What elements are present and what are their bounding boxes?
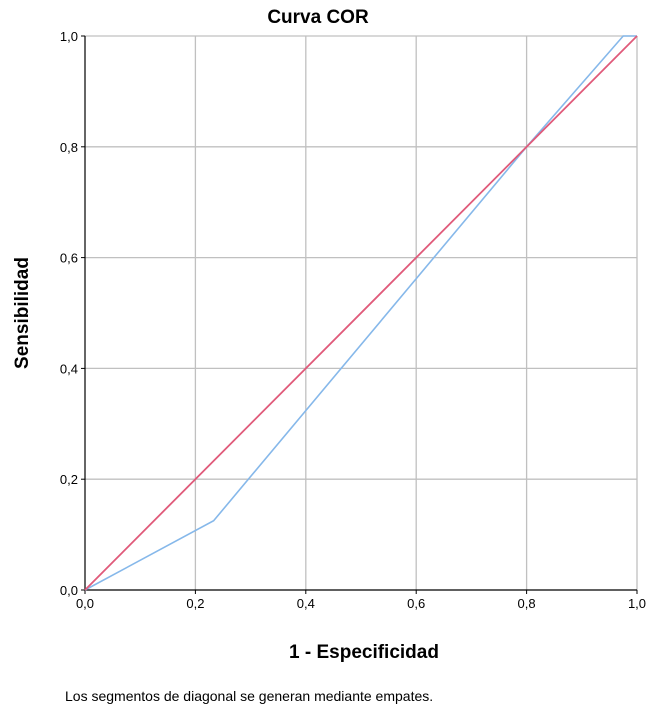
reference-diagonal-line xyxy=(84,35,638,591)
grid xyxy=(85,35,638,590)
x-axis-title: 1 - Especificidad xyxy=(289,642,439,663)
chart-title: Curva COR xyxy=(267,7,369,28)
tick-labels: 0,0 0,2 0,4 0,6 0,8 1,0 0,0 0,2 0,4 0,6 0,8 1,0 xyxy=(60,29,646,611)
x-tick-label: 0,0 xyxy=(76,596,94,611)
axes xyxy=(81,35,638,594)
y-tick-label: 0,8 xyxy=(60,140,78,155)
x-tick-label: 0,8 xyxy=(518,596,536,611)
x-tick-label: 0,6 xyxy=(407,596,425,611)
y-tick-label: 0,6 xyxy=(60,251,78,266)
y-tick-label: 0,4 xyxy=(60,361,78,376)
series xyxy=(84,35,638,591)
x-tick-label: 0,2 xyxy=(186,596,204,611)
y-axis-title: Sensibilidad xyxy=(12,257,33,369)
y-tick-label: 0,0 xyxy=(60,583,78,598)
x-tick-label: 1,0 xyxy=(628,596,646,611)
x-tick-label: 0,4 xyxy=(297,596,315,611)
chart-footnote: Los segmentos de diagonal se generan med… xyxy=(65,688,433,704)
y-tick-label: 1,0 xyxy=(60,29,78,44)
y-tick-label: 0,2 xyxy=(60,472,78,487)
